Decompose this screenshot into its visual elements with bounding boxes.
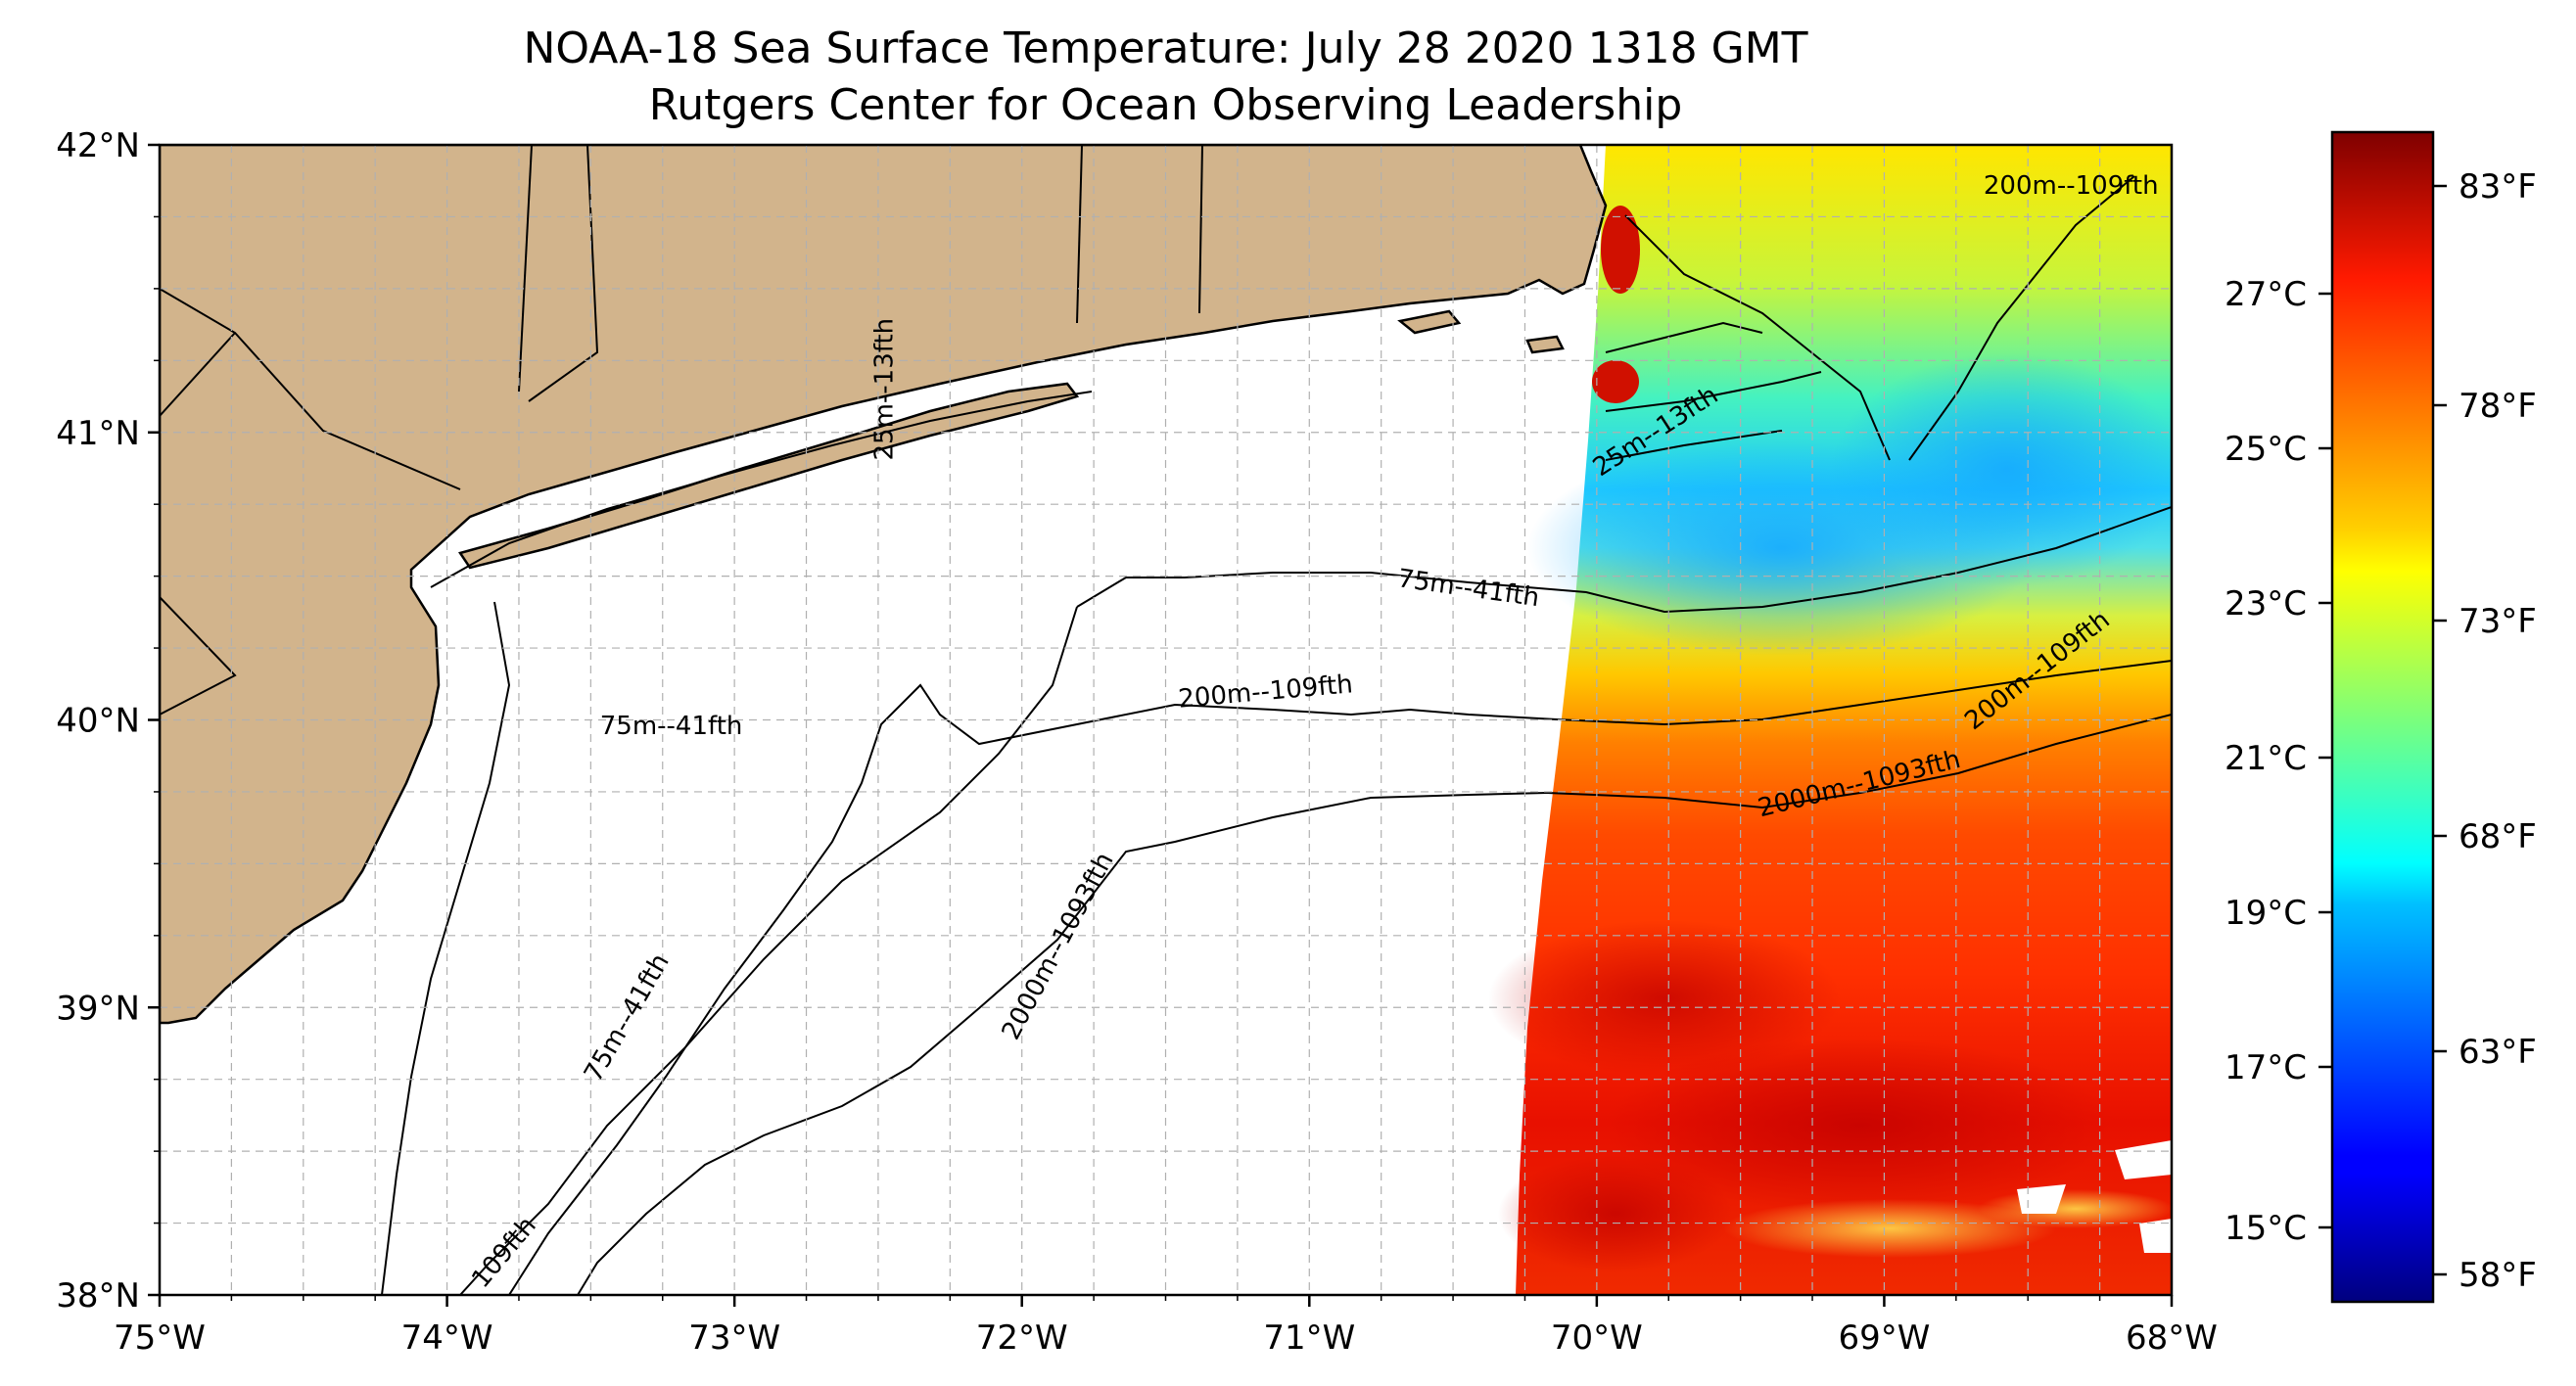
map-axes: 75°W 74°W 73°W 72°W 71°W 70°W 69°W 68°W 38°N 39°N… — [56, 126, 2218, 1358]
cloud-mask — [2115, 1140, 2172, 1179]
y-tick-label: 38°N — [56, 1276, 140, 1316]
state-border — [1198, 145, 1203, 314]
chart-title: NOAA-18 Sea Surface Temperature: July 28… — [523, 23, 1808, 73]
y-tick-label: 42°N — [56, 126, 140, 165]
x-tick-label: 71°W — [1263, 1318, 1355, 1358]
warm-water-patch — [1606, 1038, 2115, 1214]
x-tick-label: 75°W — [114, 1318, 206, 1358]
state-border — [160, 596, 237, 716]
chart-subtitle: Rutgers Center for Ocean Observing Leade… — [648, 80, 1683, 130]
warm-water-patch — [1488, 920, 1841, 1077]
bathymetry-contours — [381, 175, 2172, 1295]
x-tick-label: 69°W — [1838, 1318, 1930, 1358]
contour-75m-shelf — [459, 606, 1078, 1295]
colorbar-celsius-label: 23°C — [2225, 584, 2307, 624]
colorbar-celsius-label: 15°C — [2225, 1209, 2307, 1248]
contour-75m — [381, 601, 511, 1295]
x-tick-label: 72°W — [976, 1318, 1068, 1358]
colorbar-fahrenheit-label: 63°F — [2459, 1033, 2537, 1072]
contour-25m — [1605, 321, 1763, 353]
contour-2000m — [1546, 714, 2172, 809]
hot-spot — [1601, 206, 1640, 294]
colorbar-celsius-label: 27°C — [2225, 275, 2307, 314]
cloud-mask — [2139, 1219, 2172, 1253]
colorbar-fahrenheit-label: 58°F — [2459, 1256, 2537, 1295]
colorbar-fahrenheit-label: 73°F — [2459, 602, 2537, 641]
contour-25m — [430, 391, 1093, 588]
colorbar-fahrenheit-label: 83°F — [2459, 167, 2537, 207]
state-border — [160, 288, 461, 490]
contour-200m — [1556, 660, 2172, 726]
contour-75m — [1624, 214, 1891, 461]
contour-2000m — [577, 792, 1548, 1295]
colorbar-fahrenheit-label: 78°F — [2459, 387, 2537, 426]
colorbar-gradient — [2330, 130, 2435, 1304]
sst-swath — [1488, 145, 2172, 1295]
y-tick-label: 39°N — [56, 989, 140, 1028]
colorbar-celsius-label: 21°C — [2225, 739, 2307, 778]
state-border — [160, 332, 236, 417]
colorbar-ticks: 27°C 25°C 23°C 21°C 19°C 17°C 15°C 83°F 78°F 73°F… — [2225, 167, 2537, 1295]
contour-label: 75m--41fth — [600, 712, 743, 741]
colorbar: 27°C 25°C 23°C 21°C 19°C 17°C 15°C 83°F 78°F 73°F… — [2225, 130, 2537, 1304]
x-tick-label: 70°W — [1551, 1318, 1643, 1358]
state-border — [1076, 145, 1083, 324]
contour-25m — [1605, 430, 1783, 461]
nantucket — [1525, 335, 1565, 354]
cloud-mask — [2017, 1184, 2066, 1214]
cold-water-patch — [1831, 352, 2172, 587]
colorbar-celsius-label: 17°C — [2225, 1048, 2307, 1087]
marthas-vineyard — [1397, 309, 1462, 335]
warm-water-patch — [1498, 1155, 1733, 1272]
hot-spot — [1592, 360, 1639, 403]
colorbar-celsius-label: 25°C — [2225, 430, 2307, 469]
contour-label: 25m--13fth — [870, 318, 900, 461]
colorbar-celsius-label: 19°C — [2225, 894, 2307, 933]
state-border — [518, 145, 533, 393]
warm-streak — [1978, 1189, 2172, 1228]
contour-25m — [1605, 371, 1822, 412]
contour-label: 200m--109fth — [1984, 171, 2159, 201]
warm-streak — [1723, 1199, 2056, 1258]
x-tick-label: 68°W — [2126, 1318, 2218, 1358]
contour-200m — [508, 683, 1558, 1295]
x-tick-label: 73°W — [688, 1318, 780, 1358]
x-tick-label: 74°W — [401, 1318, 493, 1358]
y-tick-label: 40°N — [56, 702, 140, 741]
y-tick-label: 41°N — [56, 414, 140, 453]
gridlines — [160, 145, 2172, 1295]
colorbar-fahrenheit-label: 68°F — [2459, 817, 2537, 856]
